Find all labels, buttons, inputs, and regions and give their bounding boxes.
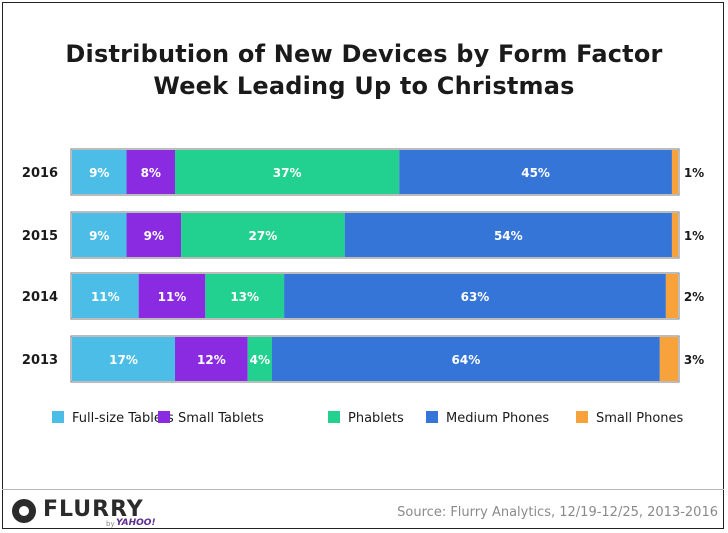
bar-segment-small-tablets-2016: [126, 150, 176, 194]
legend-swatch-medium-phones: [426, 411, 438, 423]
data-label-medium-phones-2013: 64%: [452, 353, 481, 367]
bar-row-outline-2014: [70, 272, 680, 320]
bar-row-outline-2016: [70, 148, 680, 196]
flurry-logo-icon: [12, 499, 36, 523]
bar-segment-small-phones-2013: [659, 337, 678, 381]
data-label-small-tablets-2015: 9%: [144, 229, 164, 243]
data-label-small-tablets-2016: 8%: [141, 166, 161, 180]
bar-segment-full-size-tablets-2015: [72, 213, 127, 257]
source-note: Source: Flurry Analytics, 12/19-12/25, 2…: [397, 505, 718, 520]
data-label-phablets-2015: 27%: [249, 229, 278, 243]
legend-swatch-full-size-tablets: [52, 411, 64, 423]
legend-label-full-size-tablets: Full-size Tablets: [72, 411, 174, 426]
data-label-full-size-tablets-2014: 11%: [91, 290, 120, 304]
chart-title-line1: Distribution of New Devices by Form Fact…: [65, 40, 663, 68]
flurry-logo: FLURRY by YAHOO!: [12, 495, 182, 529]
data-label-phablets-2013: 4%: [250, 353, 270, 367]
bar-segment-phablets-2014: [205, 274, 285, 318]
footer-divider: [2, 489, 724, 490]
bar-segment-small-phones-2014: [665, 274, 678, 318]
data-label-full-size-tablets-2015: 9%: [89, 229, 109, 243]
bar-segment-phablets-2015: [181, 213, 345, 257]
legend-swatch-phablets: [328, 411, 340, 423]
legend-swatch-small-tablets: [158, 411, 170, 423]
category-label-2013: 2013: [22, 353, 58, 368]
bar-segment-medium-phones-2013: [271, 337, 660, 381]
bar-segment-full-size-tablets-2014: [72, 274, 139, 318]
data-label-small-phones-2015: 1%: [684, 229, 704, 243]
legend-label-small-phones: Small Phones: [596, 411, 684, 426]
bar-segment-small-tablets-2013: [175, 337, 248, 381]
legend-label-phablets: Phablets: [348, 411, 404, 426]
data-label-small-phones-2016: 1%: [684, 166, 704, 180]
data-label-full-size-tablets-2016: 9%: [89, 166, 109, 180]
bar-segment-full-size-tablets-2016: [72, 150, 127, 194]
legend-label-small-tablets: Small Tablets: [178, 411, 264, 426]
bar-segment-small-tablets-2015: [126, 213, 182, 257]
data-label-small-tablets-2014: 11%: [158, 290, 187, 304]
bar-segment-small-tablets-2014: [138, 274, 206, 318]
data-label-phablets-2014: 13%: [230, 290, 259, 304]
category-label-2015: 2015: [22, 229, 58, 244]
chart-title-line2: Week Leading Up to Christmas: [153, 72, 575, 100]
legend-swatch-small-phones: [576, 411, 588, 423]
bar-segment-full-size-tablets-2013: [72, 337, 176, 381]
data-label-full-size-tablets-2013: 17%: [109, 353, 138, 367]
data-label-medium-phones-2015: 54%: [494, 229, 523, 243]
category-label-2014: 2014: [22, 290, 58, 305]
data-label-small-phones-2014: 2%: [684, 290, 704, 304]
yahoo-wordmark: YAHOO!: [116, 518, 156, 528]
logo-by-text: by: [106, 520, 115, 528]
data-label-small-tablets-2013: 12%: [197, 353, 226, 367]
category-label-2016: 2016: [22, 166, 58, 181]
flurry-wordmark: FLURRY: [43, 497, 144, 522]
data-label-small-phones-2013: 3%: [684, 353, 704, 367]
data-label-medium-phones-2016: 45%: [521, 166, 550, 180]
data-label-medium-phones-2014: 63%: [461, 290, 490, 304]
bar-segment-medium-phones-2014: [284, 274, 666, 318]
bar-segment-medium-phones-2015: [344, 213, 672, 257]
bar-segment-small-phones-2015: [671, 213, 678, 257]
bar-row-outline-2015: [70, 211, 680, 259]
bar-segment-phablets-2013: [247, 337, 272, 381]
legend-label-medium-phones: Medium Phones: [446, 411, 549, 426]
data-label-phablets-2016: 37%: [273, 166, 302, 180]
bar-row-outline-2013: [70, 335, 680, 383]
bar-segment-small-phones-2016: [671, 150, 678, 194]
bar-segment-phablets-2016: [175, 150, 400, 194]
bar-segment-medium-phones-2016: [399, 150, 672, 194]
